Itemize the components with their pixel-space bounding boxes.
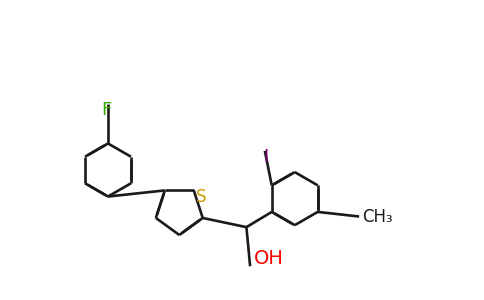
Text: OH: OH [254, 249, 284, 268]
Text: S: S [196, 188, 206, 206]
Text: CH₃: CH₃ [362, 208, 393, 226]
Text: I: I [263, 148, 269, 166]
Text: F: F [101, 101, 111, 119]
